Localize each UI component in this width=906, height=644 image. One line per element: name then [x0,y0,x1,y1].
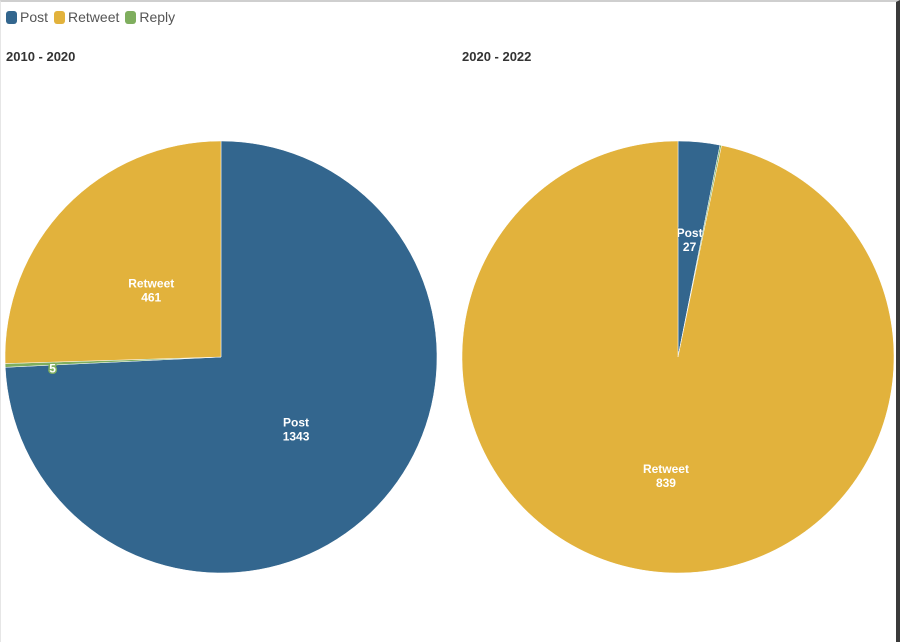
pie-0-value-retweet: 461 [141,290,161,304]
pie-1-label-post: Post [677,226,703,240]
chart-title-2020-2022: 2020 - 2022 [462,49,532,64]
legend-swatch-reply [125,10,137,24]
legend-label-reply: Reply [139,9,176,25]
pie-1-value-post: 27 [683,240,697,254]
legend-label-retweet: Retweet [68,9,120,25]
pie-0-slice-retweet[interactable] [4,140,222,364]
legend-label-post: Post [20,9,49,25]
legend-swatch-post [6,10,17,24]
pie-1-slice-retweet[interactable] [461,140,895,574]
pie-0-value-post: 1343 [283,430,310,444]
pie-0-label-post: Post [283,416,309,430]
chart-title-2010-2020: 2010 - 2020 [6,49,76,64]
legend-item-reply[interactable]: Reply [125,9,175,25]
legend-item-post[interactable]: Post [6,9,48,25]
legend-swatch-retweet [54,10,66,24]
pie-0-label-retweet: Retweet [128,276,174,290]
legend-item-retweet[interactable]: Retweet [54,9,119,25]
pie-0-value-reply: 5 [49,362,56,376]
pie-1-value-retweet: 839 [656,476,676,490]
legend: Post Retweet Reply [6,9,175,25]
pie-1-label-retweet: Retweet [643,462,689,476]
